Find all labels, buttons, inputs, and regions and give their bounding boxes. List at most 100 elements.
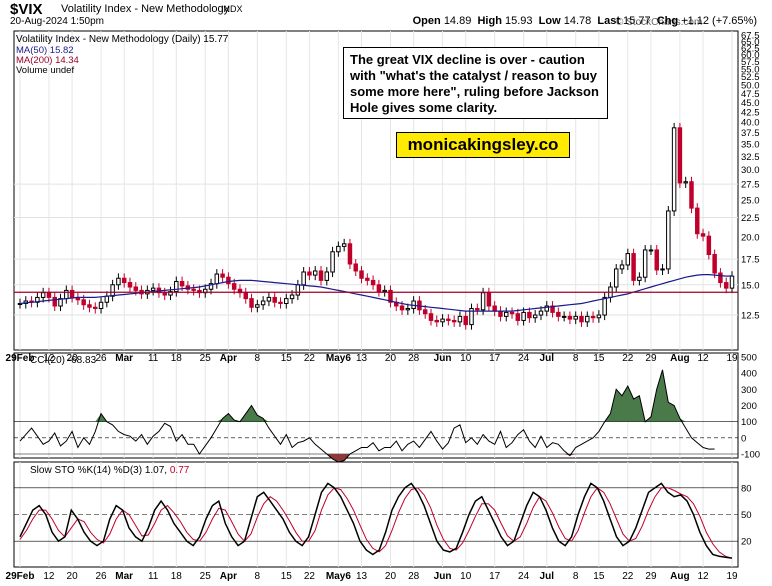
legend-stoch-prefix: Slow STO %K(14) %D(3) 1.07, bbox=[30, 465, 167, 476]
price-tick-label: 65.0 bbox=[741, 37, 760, 48]
low-label: Low bbox=[538, 15, 561, 27]
cci-overbought-fill bbox=[20, 369, 732, 422]
legend-stoch: Slow STO %K(14) %D(3) 1.07, 0.77 bbox=[30, 465, 190, 476]
price-tick-label: 52.5 bbox=[741, 72, 760, 83]
price-candle bbox=[324, 271, 330, 281]
price-candle bbox=[330, 251, 335, 273]
price-candle bbox=[46, 292, 52, 298]
x-tick-label-bottom: 10 bbox=[460, 571, 472, 582]
cci-tick-label: 500 bbox=[741, 353, 757, 364]
x-tick-label-bottom: 28 bbox=[408, 571, 420, 582]
price-candle bbox=[98, 301, 104, 310]
price-candle bbox=[567, 315, 573, 320]
legend-stoch-d: 0.77 bbox=[170, 465, 190, 476]
price-candle bbox=[475, 308, 480, 311]
price-candle bbox=[133, 286, 139, 291]
price-tick-label: 55.0 bbox=[741, 65, 760, 76]
price-tick-label: 60.0 bbox=[741, 50, 760, 61]
x-tick-label-bottom: 20 bbox=[67, 571, 79, 582]
quote-date: 20-Aug-2024 1:50pm bbox=[10, 16, 104, 27]
x-tick-label-bottom: 29 bbox=[645, 571, 657, 582]
symbol: $VIX bbox=[10, 1, 43, 18]
price-candle bbox=[509, 311, 515, 315]
price-candle bbox=[347, 243, 353, 265]
ma50-line bbox=[19, 274, 733, 312]
price-candle bbox=[706, 235, 712, 255]
price-candle bbox=[353, 263, 358, 272]
security-name: Volatility Index - New Methodology bbox=[61, 3, 230, 15]
x-tick-label-bottom: 12 bbox=[43, 571, 55, 582]
price-candle bbox=[561, 315, 567, 318]
high-value: 15.93 bbox=[504, 15, 533, 27]
stoch-tick-label: 80 bbox=[741, 483, 752, 494]
x-tick-label-bottom: 13 bbox=[356, 571, 368, 582]
annotation-note: The great VIX decline is over - caution … bbox=[343, 47, 608, 119]
price-candle bbox=[81, 299, 86, 306]
price-candle bbox=[654, 249, 659, 271]
price-candle bbox=[40, 292, 46, 298]
x-tick-label-top: May6 bbox=[326, 353, 351, 364]
price-candle bbox=[295, 284, 301, 296]
last-value: 15.77 bbox=[623, 15, 651, 27]
x-tick-label-top: 12 bbox=[697, 353, 709, 364]
chg-value: +1.12 (+7.65%) bbox=[681, 15, 757, 27]
price-candle bbox=[573, 315, 578, 320]
cci-tick-label: 400 bbox=[741, 369, 757, 380]
price-candle bbox=[168, 291, 173, 296]
x-tick-label-top: 29 bbox=[645, 353, 657, 364]
price-tick-label: 40.0 bbox=[741, 117, 760, 128]
cci-tick-label: 0 bbox=[741, 433, 746, 444]
x-tick-label-top: 24 bbox=[518, 353, 530, 364]
price-candle bbox=[671, 127, 677, 212]
price-candle bbox=[150, 287, 156, 291]
price-candle bbox=[434, 319, 440, 323]
price-candle bbox=[226, 276, 231, 285]
price-candle bbox=[174, 280, 179, 293]
price-tick-label: 67.5 bbox=[741, 31, 760, 42]
price-candle bbox=[492, 305, 497, 312]
open-value: 14.89 bbox=[443, 15, 472, 27]
price-candle bbox=[446, 318, 451, 321]
price-candle bbox=[336, 245, 341, 253]
price-candle bbox=[17, 303, 23, 306]
price-candle bbox=[93, 306, 98, 310]
price-candle bbox=[289, 294, 295, 300]
x-tick-label-top: Aug bbox=[670, 353, 689, 364]
price-candle bbox=[625, 253, 631, 266]
price-tick-label: 12.5 bbox=[741, 311, 760, 322]
price-candle bbox=[504, 311, 509, 317]
price-tick-label: 45.0 bbox=[741, 98, 760, 109]
price-candle bbox=[341, 243, 347, 247]
price-candle bbox=[370, 279, 376, 286]
x-tick-label-bottom: Aug bbox=[670, 571, 689, 582]
x-tick-label-top: 22 bbox=[304, 353, 316, 364]
x-tick-label-top: 8 bbox=[573, 353, 579, 364]
price-candle bbox=[64, 289, 69, 300]
price-candle bbox=[405, 308, 411, 311]
x-tick-label-top: 22 bbox=[622, 353, 634, 364]
x-tick-label-bottom: 19 bbox=[726, 571, 738, 582]
price-candle bbox=[272, 296, 277, 303]
stoch-k-line bbox=[19, 482, 733, 559]
x-tick-label-bottom: Mar bbox=[115, 571, 133, 582]
price-candle bbox=[729, 275, 735, 289]
x-tick-label-bottom: 25 bbox=[200, 571, 212, 582]
price-candle bbox=[116, 277, 121, 286]
price-candle bbox=[590, 315, 596, 319]
x-tick-label-bottom: Apr bbox=[220, 571, 237, 582]
x-tick-label-top: 29Feb bbox=[6, 353, 35, 364]
price-candle bbox=[307, 271, 312, 276]
cci-tick-label: -100 bbox=[741, 450, 760, 461]
x-tick-label-top: 15 bbox=[593, 353, 605, 364]
price-candle bbox=[388, 289, 393, 303]
price-candle bbox=[683, 181, 688, 184]
x-tick-label-bottom: 8 bbox=[573, 571, 579, 582]
x-tick-label-top: 20 bbox=[67, 353, 79, 364]
price-tick-label: 62.5 bbox=[741, 43, 760, 54]
price-candle bbox=[440, 318, 445, 323]
price-candle bbox=[214, 273, 220, 285]
price-tick-label: 30.0 bbox=[741, 165, 760, 176]
price-candle bbox=[631, 253, 636, 281]
price-candle bbox=[220, 273, 225, 278]
price-candle bbox=[648, 249, 654, 252]
